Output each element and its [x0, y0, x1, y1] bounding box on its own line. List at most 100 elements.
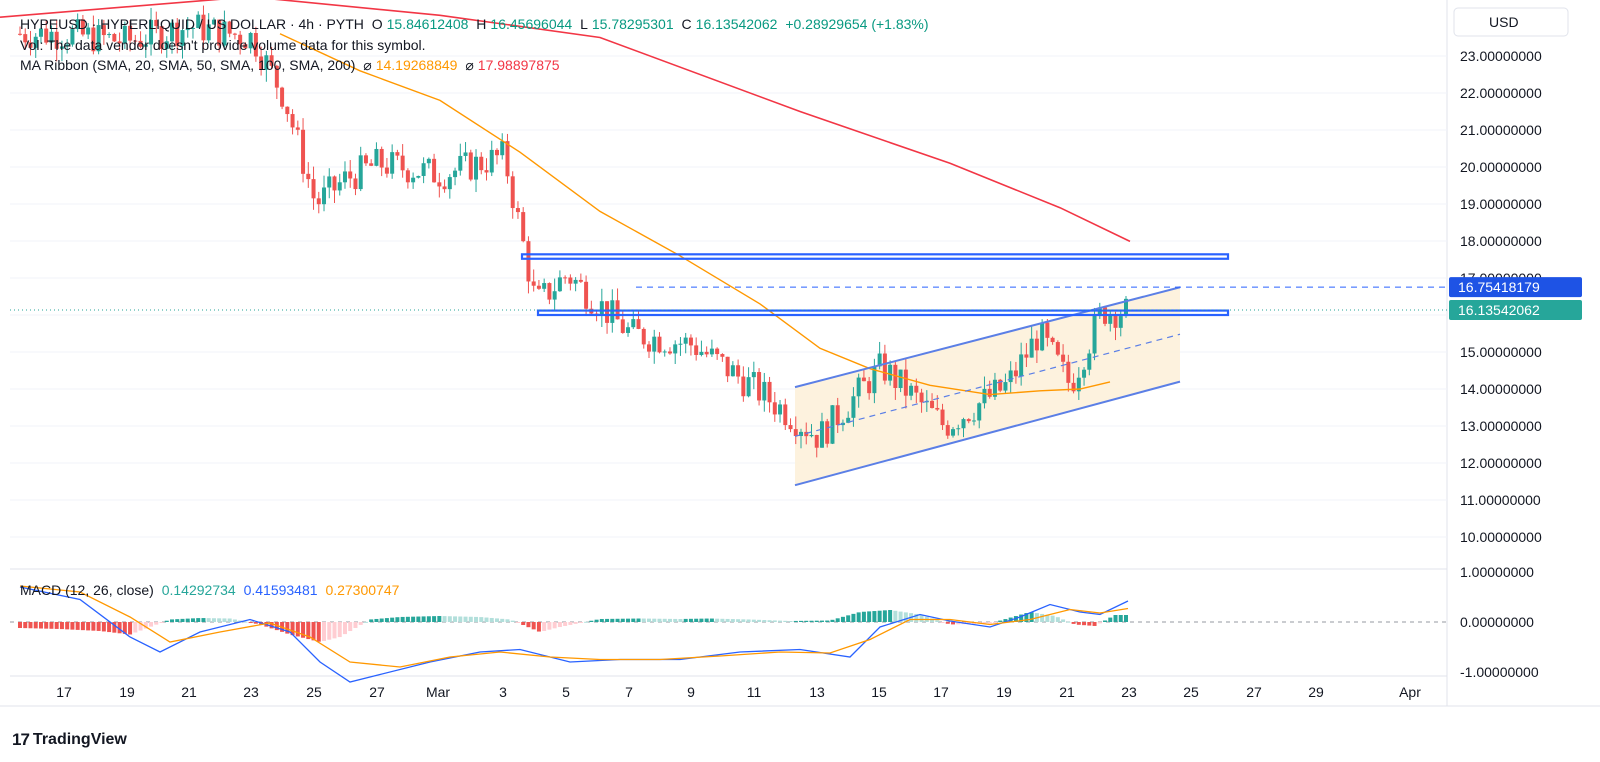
candle: [238, 30, 243, 55]
macd-hist-bar: [322, 622, 327, 641]
candle: [861, 368, 866, 382]
candle: [536, 280, 541, 290]
candle-body: [138, 40, 143, 47]
candle: [1061, 344, 1066, 373]
candle: [788, 418, 793, 433]
macd-hist-bar: [170, 619, 175, 622]
candle-body: [369, 163, 374, 166]
candle: [190, 26, 195, 39]
macd-hist-bar: [772, 620, 777, 622]
macd-hist-bar: [930, 618, 935, 622]
candle: [667, 347, 672, 355]
macd-hist-bar: [44, 622, 49, 629]
candle-body: [1076, 377, 1081, 392]
macd-legend[interactable]: MACD (12, 26, close) 0.14292734 0.415934…: [20, 581, 403, 599]
candle-body: [232, 33, 237, 35]
macd-hist-bar: [211, 618, 216, 622]
candle-body: [337, 182, 342, 191]
candle: [851, 387, 856, 427]
candle: [846, 411, 851, 424]
ma-ribbon-legend[interactable]: MA Ribbon (SMA, 20, SMA, 50, SMA, 100, S…: [20, 56, 564, 74]
macd-hist-bar: [757, 619, 762, 622]
candle-body: [736, 365, 741, 377]
candle-body: [636, 319, 641, 329]
time-axis: 17 19 21 23 25 27 Mar 3 5 7 9 11 13 15 17 19 21 23 25 27 29 A…: [56, 684, 1421, 700]
candle: [426, 157, 431, 169]
macd-hist-bar: [112, 622, 117, 633]
resistance-zone-lower: [536, 309, 1230, 317]
candle-body: [809, 434, 814, 437]
candle: [825, 418, 830, 448]
channel-mid-line: [794, 333, 1181, 437]
candle: [201, 5, 206, 50]
macd-hist-bar: [804, 620, 809, 622]
price-tick-label: 11.00000000: [1460, 492, 1541, 508]
macd-hist-bar: [547, 622, 552, 630]
macd-hist-bar: [447, 616, 452, 622]
macd-hist-value: 0.14292734: [161, 582, 236, 598]
macd-line-value: 0.41593481: [243, 582, 318, 598]
macd-hist-bar: [730, 619, 735, 622]
candle-body: [280, 87, 285, 107]
candle-body: [80, 19, 85, 35]
candle-body: [977, 403, 982, 421]
candle: [1050, 336, 1055, 345]
macd-hist-bar: [615, 618, 620, 622]
candle-body: [578, 279, 583, 282]
macd-hist-bar: [101, 622, 106, 632]
macd-hist-bar: [18, 622, 22, 628]
candle: [211, 17, 216, 25]
candle-body: [243, 44, 248, 49]
macd-hist-bar: [799, 620, 804, 622]
macd-hist-bar: [662, 618, 667, 622]
candle: [914, 378, 919, 404]
macd-hist-bar: [1055, 617, 1060, 622]
macd-hist-bar: [1118, 615, 1123, 622]
macd-hist-bar: [175, 619, 180, 622]
candle: [647, 341, 651, 359]
tradingview-logo[interactable]: 17 TradingView: [12, 730, 127, 750]
macd-hist-bar: [945, 622, 950, 624]
candle: [301, 118, 306, 183]
macd-hist-bar: [919, 615, 924, 622]
candle-body: [227, 21, 232, 34]
candle: [919, 388, 924, 413]
time-tick-label: 3: [499, 684, 507, 700]
candle: [652, 329, 657, 364]
macd-hist-bar: [374, 618, 379, 622]
macd-hist-bar: [1050, 615, 1055, 622]
time-tick-label: 27: [1246, 684, 1262, 700]
macd-hist-bar: [563, 622, 568, 626]
ma-icon-2: ⌀: [465, 57, 474, 73]
macd-hist-bar: [631, 618, 636, 622]
candle: [180, 28, 185, 59]
candle-body: [143, 44, 148, 47]
candle-body: [400, 155, 405, 171]
high-value: 16.45696044: [490, 16, 573, 32]
candle-body: [898, 369, 903, 388]
marker-price-label: 16.75418179: [1458, 279, 1540, 295]
candle-body: [851, 396, 856, 418]
currency-selector[interactable]: USD: [1489, 14, 1519, 30]
candle: [725, 356, 730, 383]
marker-price-bg: [1449, 277, 1582, 298]
candle-body: [306, 173, 311, 180]
candle-body: [683, 337, 688, 344]
candle: [290, 109, 295, 135]
macd-hist-bar: [217, 618, 222, 622]
candle-body: [709, 348, 714, 355]
macd-hist-bar: [463, 616, 468, 622]
candle: [437, 172, 442, 198]
macd-hist-bar: [70, 622, 75, 630]
candle-body: [793, 429, 798, 437]
candle: [96, 18, 101, 55]
candle: [185, 17, 190, 38]
candle: [673, 340, 678, 365]
candle-body: [762, 381, 767, 401]
macd-hist-bar: [1024, 613, 1029, 622]
symbol-title[interactable]: HYPEUSD · HYPERLIQUID / US DOLLAR · 4h ·…: [20, 16, 364, 32]
macd-hist-bar: [940, 622, 945, 623]
macd-hist-bar: [814, 620, 819, 622]
candle-body: [316, 198, 321, 205]
